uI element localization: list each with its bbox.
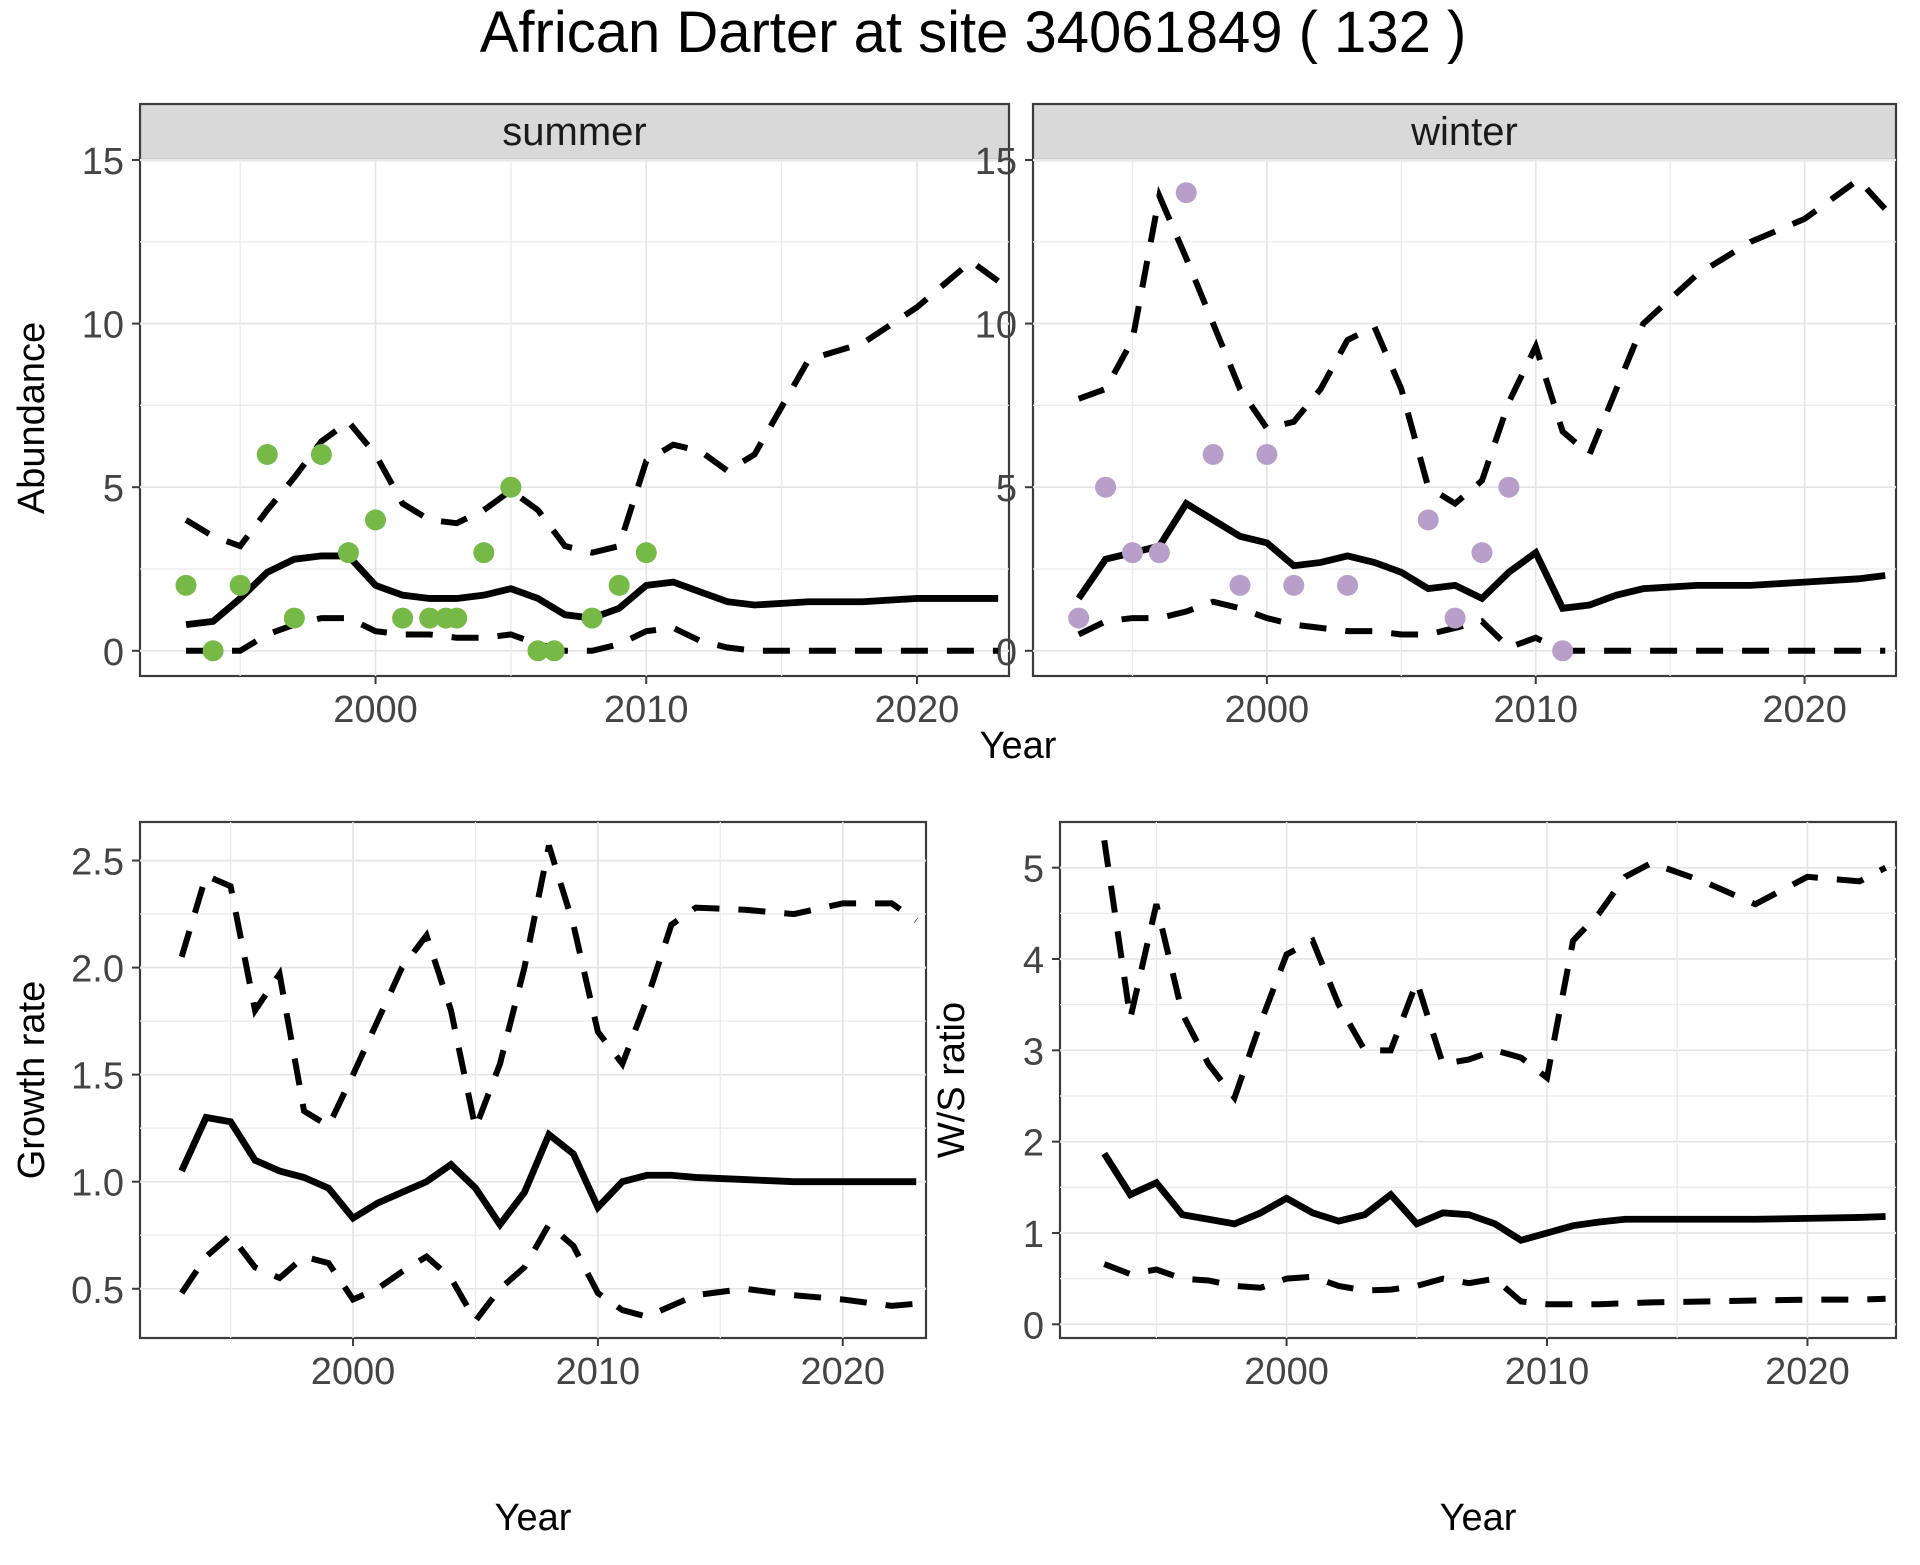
svg-text:winter: winter xyxy=(1410,110,1518,154)
svg-text:3: 3 xyxy=(1023,1031,1044,1073)
svg-text:2: 2 xyxy=(1023,1123,1044,1165)
svg-text:2010: 2010 xyxy=(1505,1351,1590,1393)
svg-text:2020: 2020 xyxy=(800,1351,885,1393)
svg-text:0: 0 xyxy=(1023,1305,1044,1347)
svg-text:4: 4 xyxy=(1023,940,1044,982)
svg-text:1.5: 1.5 xyxy=(71,1056,124,1098)
svg-text:summer: summer xyxy=(502,110,646,154)
svg-text:10: 10 xyxy=(975,305,1017,347)
svg-text:W/S ratio: W/S ratio xyxy=(931,1002,973,1158)
svg-text:2010: 2010 xyxy=(1493,689,1578,731)
svg-text:Year: Year xyxy=(980,725,1057,767)
svg-text:2010: 2010 xyxy=(556,1351,641,1393)
svg-text:2020: 2020 xyxy=(1762,689,1847,731)
svg-text:0: 0 xyxy=(103,632,124,674)
svg-text:2.0: 2.0 xyxy=(71,949,124,991)
svg-text:15: 15 xyxy=(975,141,1017,183)
svg-text:5: 5 xyxy=(996,468,1017,510)
svg-text:10: 10 xyxy=(82,305,124,347)
svg-text:0: 0 xyxy=(996,632,1017,674)
svg-text:1: 1 xyxy=(1023,1214,1044,1256)
svg-text:5: 5 xyxy=(103,468,124,510)
svg-text:2020: 2020 xyxy=(875,689,960,731)
svg-text:Growth rate: Growth rate xyxy=(11,981,53,1180)
svg-text:2.5: 2.5 xyxy=(71,842,124,884)
svg-text:2000: 2000 xyxy=(1225,689,1310,731)
svg-text:African Darter at site 3406184: African Darter at site 34061849 ( 132 ) xyxy=(480,0,1467,65)
svg-text:15: 15 xyxy=(82,141,124,183)
svg-text:0.5: 0.5 xyxy=(71,1270,124,1312)
svg-text:2000: 2000 xyxy=(333,689,418,731)
svg-text:2000: 2000 xyxy=(311,1351,396,1393)
svg-text:Abundance: Abundance xyxy=(11,322,53,514)
svg-text:2000: 2000 xyxy=(1244,1351,1329,1393)
svg-text:5: 5 xyxy=(1023,849,1044,891)
svg-text:Year: Year xyxy=(495,1497,572,1539)
svg-text:1.0: 1.0 xyxy=(71,1163,124,1205)
svg-text:2010: 2010 xyxy=(604,689,689,731)
svg-text:2020: 2020 xyxy=(1765,1351,1850,1393)
svg-text:Year: Year xyxy=(1440,1497,1517,1539)
